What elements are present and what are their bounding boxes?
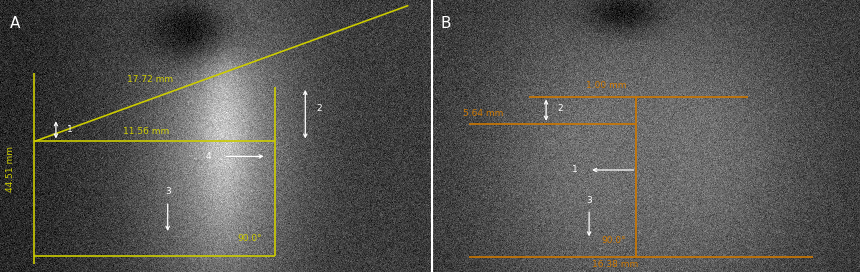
Text: 90.0°: 90.0° [237, 234, 262, 243]
Text: 2: 2 [316, 104, 322, 113]
Text: 16.38 mm: 16.38 mm [592, 260, 638, 269]
Text: 4: 4 [205, 152, 211, 161]
Text: 90.0°: 90.0° [601, 236, 626, 245]
Text: 11.56 mm: 11.56 mm [123, 127, 169, 136]
Text: 3: 3 [587, 196, 592, 205]
Text: 1: 1 [67, 125, 73, 134]
Text: B: B [440, 16, 451, 31]
Text: A: A [10, 16, 21, 31]
Text: 3: 3 [165, 187, 170, 196]
Text: 2: 2 [557, 104, 563, 113]
Text: 5.64 mm: 5.64 mm [463, 109, 503, 118]
Text: 1: 1 [572, 165, 578, 175]
Text: 1.00 mm: 1.00 mm [586, 81, 627, 90]
Text: 17.72 mm: 17.72 mm [127, 75, 174, 84]
Text: 44.51 mm: 44.51 mm [6, 146, 15, 192]
